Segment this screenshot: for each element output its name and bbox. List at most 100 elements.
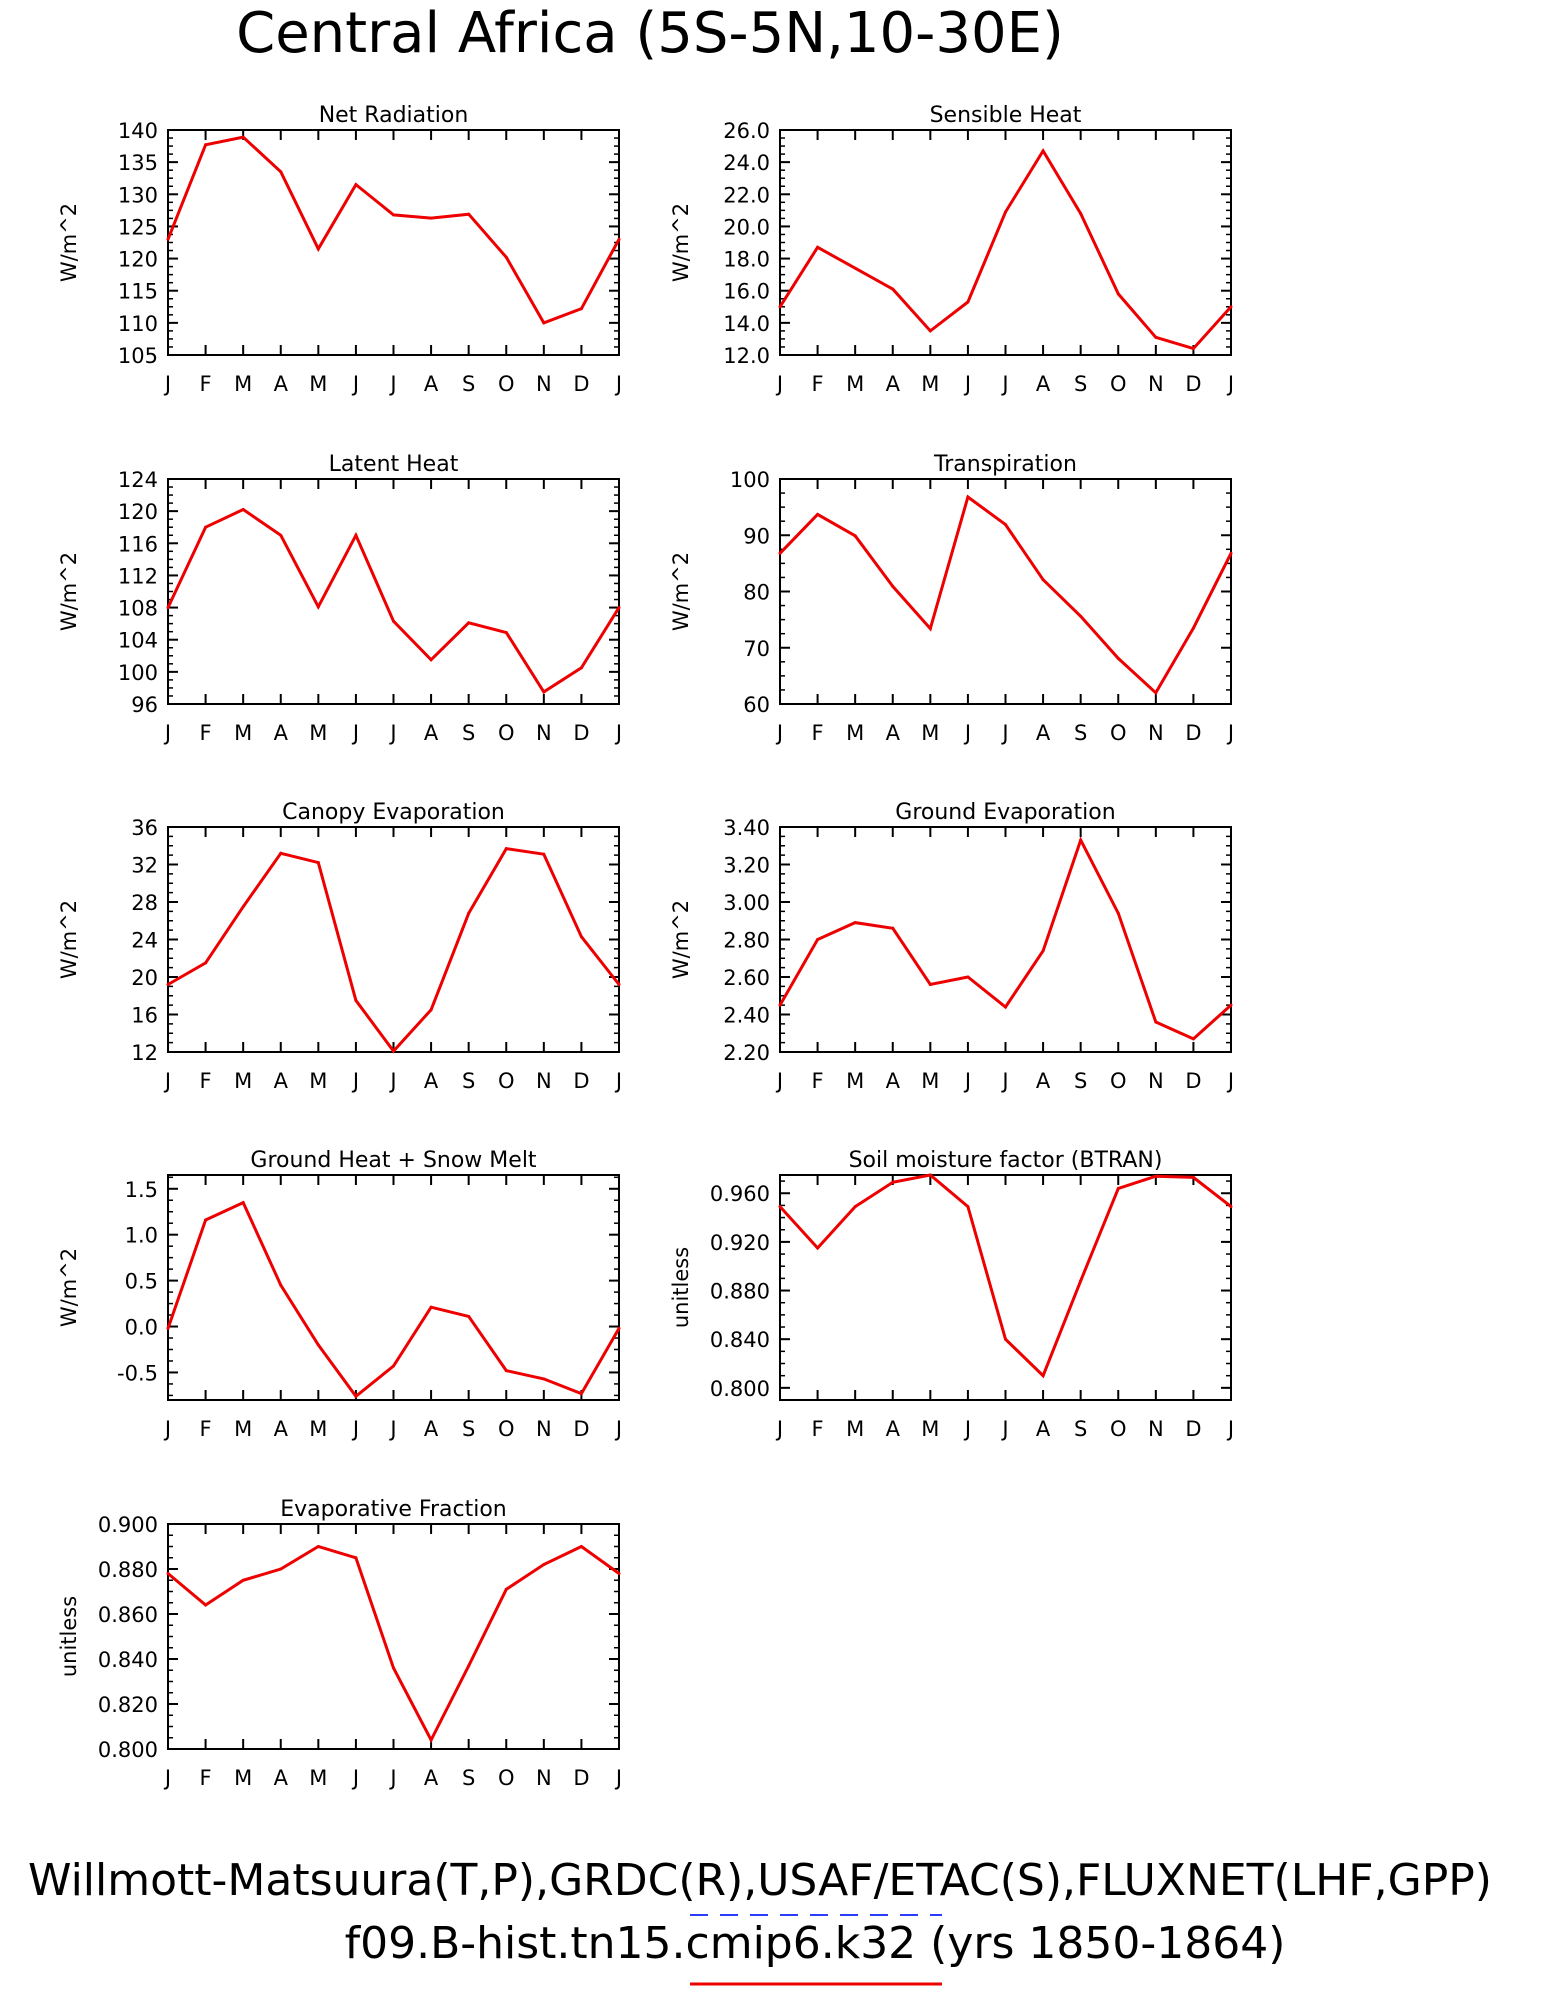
- data-point: [429, 1738, 433, 1742]
- y-tick-label: 2.60: [723, 966, 770, 990]
- x-tick-label: D: [1185, 1417, 1201, 1441]
- x-tick-label: O: [1110, 1417, 1127, 1441]
- y-axis-label: W/m^2: [57, 203, 81, 282]
- y-tick-label: 12: [131, 1041, 158, 1065]
- data-point: [354, 1394, 358, 1398]
- y-axis-label: W/m^2: [669, 203, 693, 282]
- data-point: [1116, 656, 1120, 660]
- y-tick-label: 60: [743, 693, 770, 717]
- data-point: [966, 495, 970, 499]
- data-point: [617, 1572, 621, 1575]
- x-tick-label: F: [200, 1766, 212, 1790]
- x-tick-label: M: [309, 1417, 327, 1441]
- x-tick-label: F: [200, 1069, 212, 1093]
- x-tick-label: A: [274, 1766, 289, 1790]
- x-tick-label: J: [775, 1417, 783, 1441]
- data-point: [853, 534, 857, 538]
- data-point: [166, 1326, 170, 1330]
- x-tick-label: O: [498, 1417, 515, 1441]
- data-point: [1079, 212, 1083, 216]
- x-tick-label: J: [614, 721, 622, 745]
- x-tick-label: J: [351, 372, 359, 396]
- y-tick-label: 3.20: [723, 854, 770, 878]
- y-axis-label: W/m^2: [57, 900, 81, 979]
- x-tick-label: J: [163, 1069, 171, 1093]
- data-point: [1154, 1174, 1158, 1178]
- data-point: [853, 921, 857, 925]
- y-axis-label: W/m^2: [669, 900, 693, 979]
- panel-6: Ground Heat + Snow Melt W/m^2 -0.5 0.0 0.5 1.…: [57, 1148, 622, 1441]
- x-tick-label: M: [846, 721, 864, 745]
- data-point: [853, 1205, 857, 1209]
- x-tick-label: A: [424, 372, 439, 396]
- data-point: [1041, 1374, 1045, 1378]
- x-tick-label: S: [1074, 721, 1087, 745]
- y-tick-label: 22.0: [723, 183, 770, 207]
- data-point: [1079, 1279, 1083, 1283]
- y-tick-label: 16: [131, 1004, 158, 1028]
- data-point: [392, 1364, 395, 1368]
- panel-title: Evaporative Fraction: [280, 1497, 506, 1522]
- data-point: [891, 926, 895, 930]
- data-point: [816, 512, 820, 516]
- x-tick-label: D: [1185, 1069, 1201, 1093]
- footer-case-line: f09.B-hist.tn15.cmip6.k32 (yrs 1850-1864…: [345, 1918, 1286, 1969]
- x-tick-label: M: [234, 1069, 252, 1093]
- y-tick-label: 130: [118, 183, 158, 207]
- y-tick-label: 26.0: [723, 119, 770, 143]
- data-point: [542, 1563, 546, 1566]
- figure-title: Central Africa (5S-5N,10-30E): [236, 1, 1064, 66]
- x-tick-label: J: [388, 721, 396, 745]
- data-point: [204, 1218, 208, 1222]
- y-axis-label: unitless: [669, 1247, 693, 1328]
- y-tick-label: 36: [131, 816, 158, 840]
- x-tick-label: J: [1226, 372, 1234, 396]
- data-point: [1191, 1175, 1195, 1179]
- x-tick-label: D: [1185, 372, 1201, 396]
- x-tick-label: A: [1036, 372, 1051, 396]
- x-tick-label: M: [921, 1069, 939, 1093]
- y-tick-label: 100: [730, 468, 770, 492]
- data-point: [1004, 1005, 1007, 1009]
- data-point: [579, 307, 583, 311]
- panel-title: Canopy Evaporation: [282, 800, 505, 825]
- x-tick-label: J: [963, 1417, 971, 1441]
- plot-frame: [167, 1523, 620, 1750]
- data-point: [891, 584, 895, 588]
- x-tick-label: N: [1148, 721, 1164, 745]
- data-point: [579, 935, 583, 939]
- y-axis-label: W/m^2: [57, 552, 81, 631]
- panel-0: Net Radiation W/m^2 105 110 115 120 125 130 135 1…: [57, 103, 622, 396]
- y-tick-label: 3.40: [723, 816, 770, 840]
- y-tick-label: 0.5: [125, 1270, 158, 1294]
- x-tick-label: F: [812, 1417, 824, 1441]
- x-tick-label: S: [1074, 1417, 1087, 1441]
- data-point: [204, 143, 208, 147]
- data-point: [617, 1326, 621, 1330]
- x-tick-label: J: [614, 1417, 622, 1441]
- y-tick-label: 16.0: [723, 280, 770, 304]
- y-axis-label: W/m^2: [57, 1248, 81, 1327]
- panel-title: Soil moisture factor (BTRAN): [849, 1148, 1163, 1173]
- plot-frame: [779, 478, 1232, 705]
- x-tick-label: D: [573, 372, 589, 396]
- y-tick-label: 96: [131, 693, 158, 717]
- x-tick-label: J: [351, 1766, 359, 1790]
- x-tick-label: S: [1074, 1069, 1087, 1093]
- y-tick-label: 0.840: [710, 1328, 770, 1352]
- x-tick-label: N: [536, 721, 552, 745]
- x-tick-label: A: [274, 372, 289, 396]
- y-tick-label: 12.0: [723, 344, 770, 368]
- y-tick-label: 18.0: [723, 248, 770, 272]
- data-point: [853, 266, 857, 270]
- data-point: [1116, 1186, 1120, 1190]
- y-tick-label: 0.800: [98, 1738, 158, 1762]
- x-tick-label: J: [1226, 1069, 1234, 1093]
- y-tick-label: 108: [118, 597, 158, 621]
- data-point: [1079, 614, 1083, 618]
- y-tick-label: 32: [131, 854, 158, 878]
- x-tick-label: J: [163, 1417, 171, 1441]
- y-tick-label: 135: [118, 151, 158, 175]
- x-tick-label: S: [462, 721, 475, 745]
